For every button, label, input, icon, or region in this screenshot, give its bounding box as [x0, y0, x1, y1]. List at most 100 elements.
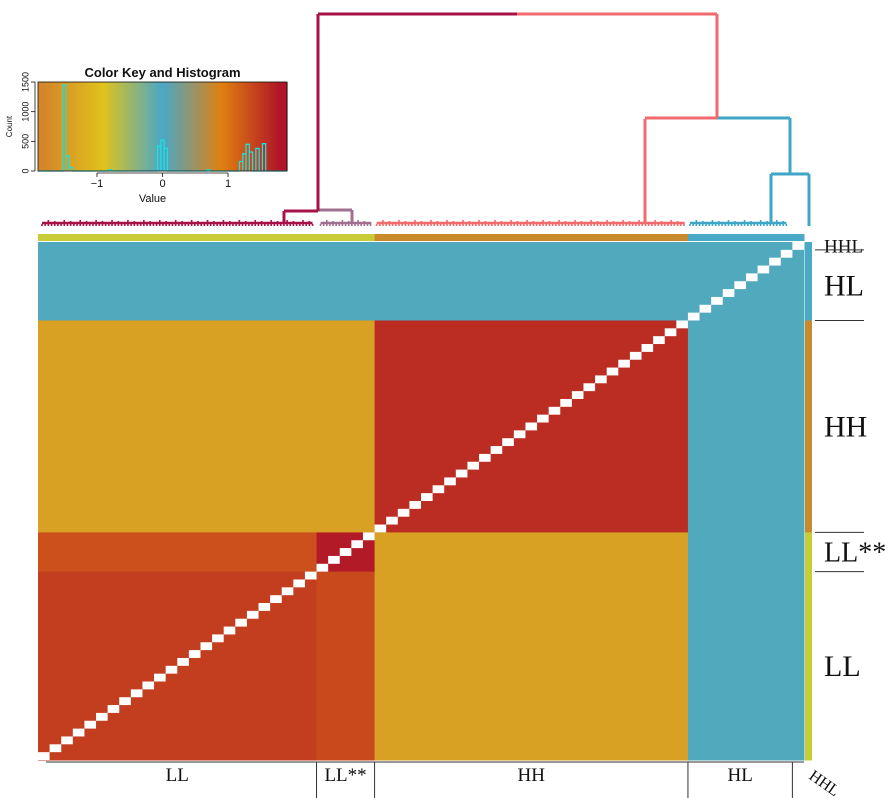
heatmap-body [38, 242, 805, 761]
diagonal-cell [769, 257, 781, 266]
color-key-swatch [127, 82, 130, 171]
diagonal-cell [38, 752, 50, 760]
color-key-swatch [174, 82, 178, 171]
diagonal-cell [235, 618, 247, 627]
color-key-swatch [191, 82, 195, 171]
color-key-swatch [38, 82, 41, 171]
diagonal-cell [409, 501, 421, 509]
diagonal-cell [72, 728, 85, 737]
diagonal-cell [479, 453, 491, 462]
color-key-swatch [125, 82, 128, 171]
color-key-swatch [228, 82, 232, 171]
color-key-swatch [143, 82, 147, 171]
row-side-colors [805, 242, 812, 761]
color-key-swatch [46, 82, 49, 171]
color-key-swatch [137, 82, 141, 171]
diagonal-cell [734, 281, 746, 290]
color-key-swatch [278, 82, 282, 171]
color-key-swatch [239, 82, 242, 171]
color-key-swatch [147, 82, 151, 171]
heatmap-block [374, 249, 689, 321]
color-key-swatch [52, 82, 56, 171]
diagonal-cell [96, 712, 108, 721]
color-key-swatch [81, 82, 85, 171]
diagonal-cell [130, 689, 143, 698]
diagonal-cell [328, 555, 340, 564]
diagonal-cell [397, 508, 410, 517]
color-key-swatch [166, 82, 170, 171]
diagonal-cell [699, 304, 712, 313]
heatmap-block [38, 242, 318, 251]
column-side-colors [38, 234, 805, 241]
row-side-color [805, 242, 812, 251]
color-key-swatch [243, 82, 247, 171]
heatmap-block [687, 242, 793, 251]
color-key-swatch [106, 82, 110, 171]
color-key-swatch [280, 82, 284, 171]
diagonal-cell [432, 485, 445, 494]
color-key-swatch [40, 82, 43, 171]
color-key-swatch [189, 82, 193, 171]
color-key-swatch [170, 82, 174, 171]
column-cluster-labels: LL LL** HH HL HHL [46, 761, 842, 798]
color-key-swatch [156, 82, 159, 171]
diagonal-cell [339, 548, 352, 556]
diagonal-cell [154, 673, 166, 682]
diagonal-cell [502, 438, 514, 447]
color-key-swatch [112, 82, 116, 171]
column-label-hh: HH [518, 765, 546, 786]
diagonal-cell [270, 595, 282, 604]
diagonal-cell [165, 665, 178, 674]
diagonal-cell [571, 391, 584, 399]
color-key-swatch [69, 82, 72, 171]
color-key-swatch [193, 82, 197, 171]
heatmap-block [38, 320, 318, 533]
color-key-swatch [79, 82, 83, 171]
color-key-swatch [220, 82, 224, 171]
color-key-y-tick-label: 500 [20, 134, 30, 149]
color-key-swatch [89, 82, 93, 171]
color-key-swatch [104, 82, 108, 171]
diagonal-cell [560, 398, 572, 407]
color-key-swatch [204, 82, 207, 171]
color-key-swatch [98, 82, 101, 171]
color-key-swatch [183, 82, 186, 171]
column-side-color [792, 234, 805, 241]
color-key-swatch [131, 82, 135, 171]
heatmap-block [792, 532, 805, 573]
diagonal-cell [293, 579, 305, 588]
color-key-x-tick-label: 1 [225, 178, 231, 190]
heatmap-block [792, 320, 805, 533]
color-key-x-tick-label: 0 [159, 178, 165, 190]
diagonal-cell [84, 720, 97, 729]
color-key-swatch [206, 82, 209, 171]
diagonal-cell [177, 657, 189, 666]
color-key-swatch [96, 82, 99, 171]
color-key-swatch [54, 82, 58, 171]
heatmap-block [316, 249, 376, 321]
color-key-swatch [108, 82, 112, 171]
diagonal-cell [386, 516, 398, 525]
diagonal-cell [537, 414, 549, 423]
color-key-swatch [268, 82, 271, 171]
color-key-swatch [121, 82, 124, 171]
color-key-swatch [233, 82, 236, 171]
color-key-swatch [71, 82, 74, 171]
diagonal-cell [351, 540, 363, 549]
heatmap-block [38, 532, 318, 573]
column-side-color [687, 234, 793, 241]
color-key-frame [37, 81, 288, 172]
column-dendrogram [41, 12, 811, 226]
color-key-y-tick-label: 0 [20, 168, 30, 173]
row-label-hh: HH [824, 411, 867, 444]
heatmap-block [374, 571, 689, 761]
color-key-x-label: Value [139, 193, 166, 205]
color-key-swatch [114, 82, 118, 171]
heatmap-block [687, 320, 793, 533]
heatmap-block [792, 571, 805, 761]
row-label-llss: LL** [824, 538, 886, 569]
color-key-y-label: Count [5, 115, 14, 137]
color-key-swatch [241, 82, 245, 171]
diagonal-cell [362, 532, 375, 541]
